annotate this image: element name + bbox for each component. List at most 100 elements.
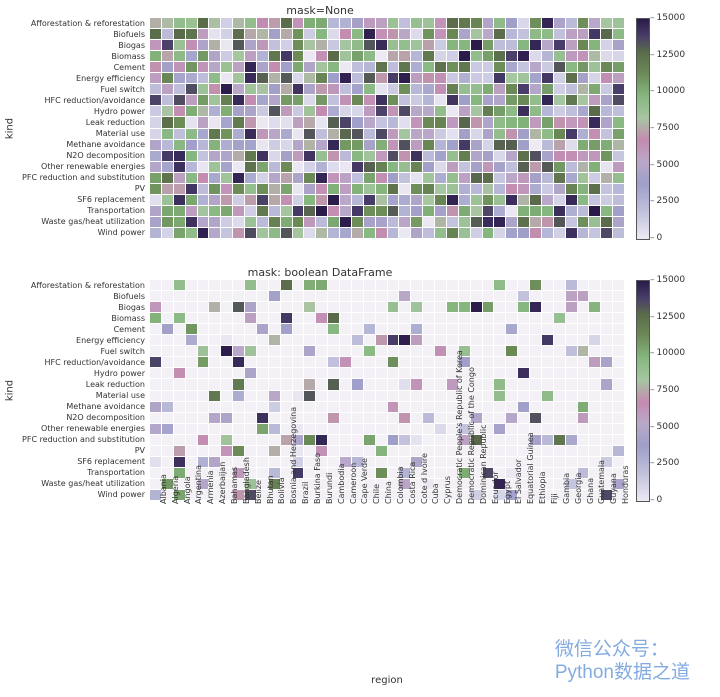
- heatmap-cell: [150, 280, 161, 290]
- heatmap-cell: [506, 18, 517, 28]
- heatmap-cell: [316, 313, 327, 323]
- heatmap-cell: [150, 195, 161, 205]
- heatmap-cell: [494, 51, 505, 61]
- heatmap-cell: [459, 106, 470, 116]
- heatmap-cell: [542, 324, 553, 334]
- x-tick-label: Georgia: [574, 473, 583, 504]
- heatmap-cell: [483, 106, 494, 116]
- heatmap-cell: [542, 117, 553, 127]
- heatmap-cell: [328, 413, 339, 423]
- heatmap-cell: [411, 151, 422, 161]
- heatmap-cell: [162, 228, 173, 238]
- heatmap-cell: [198, 324, 209, 334]
- heatmap-cell: [589, 302, 600, 312]
- heatmap-cell: [162, 184, 173, 194]
- heatmap-cell: [518, 368, 529, 378]
- heatmap-cell: [186, 151, 197, 161]
- heatmap-cell: [316, 129, 327, 139]
- y-tick-label: Fuel switch: [0, 84, 148, 95]
- heatmap-cell: [269, 457, 280, 467]
- x-tick-label: Egypt: [503, 481, 512, 504]
- heatmap-cell: [174, 424, 185, 434]
- heatmap-cell: [601, 228, 612, 238]
- heatmap-cell: [447, 302, 458, 312]
- heatmap-cell: [221, 29, 232, 39]
- heatmap-cell: [364, 435, 375, 445]
- heatmap-cell: [162, 29, 173, 39]
- heatmap-cell: [198, 173, 209, 183]
- heatmap-cell: [269, 424, 280, 434]
- heatmap-cell: [221, 173, 232, 183]
- heatmap-cell: [245, 228, 256, 238]
- heatmap-cell: [447, 313, 458, 323]
- heatmap-cell: [340, 446, 351, 456]
- y-tick-label: PV: [0, 183, 148, 194]
- heatmap-cell: [328, 62, 339, 72]
- heatmap-cell: [423, 95, 434, 105]
- heatmap-cell: [459, 291, 470, 301]
- heatmap-cell: [304, 51, 315, 61]
- heatmap-cell: [364, 162, 375, 172]
- heatmap-cell: [411, 206, 422, 216]
- heatmap-cell: [613, 368, 624, 378]
- heatmap-cell: [198, 280, 209, 290]
- heatmap-cell: [423, 162, 434, 172]
- heatmap-cell: [613, 140, 624, 150]
- heatmap-cell: [376, 468, 387, 478]
- heatmap-cell: [388, 217, 399, 227]
- heatmap-cell: [613, 424, 624, 434]
- heatmap-cell: [435, 40, 446, 50]
- heatmap-cell: [566, 402, 577, 412]
- heatmap-cell: [174, 95, 185, 105]
- heatmap-cell: [376, 291, 387, 301]
- heatmap-cell: [518, 280, 529, 290]
- heatmap-cell: [411, 368, 422, 378]
- heatmap-cell: [494, 195, 505, 205]
- heatmap-cell: [411, 313, 422, 323]
- heatmap-cell: [198, 73, 209, 83]
- heatmap-cell: [293, 280, 304, 290]
- heatmap-cell: [150, 324, 161, 334]
- heatmap-cell: [352, 195, 363, 205]
- heatmap-cell: [578, 280, 589, 290]
- heatmap-cell: [494, 40, 505, 50]
- heatmap-cell: [293, 357, 304, 367]
- heatmap-cell: [293, 117, 304, 127]
- heatmap-cell: [245, 324, 256, 334]
- heatmap-cell: [518, 402, 529, 412]
- heatmap-cell: [483, 324, 494, 334]
- heatmap-cell: [613, 313, 624, 323]
- heatmap-cell: [471, 84, 482, 94]
- heatmap-cell: [304, 62, 315, 72]
- heatmap-cell: [518, 62, 529, 72]
- heatmap-cell: [554, 313, 565, 323]
- heatmap-cell: [174, 29, 185, 39]
- heatmap-cell: [435, 435, 446, 445]
- heatmap-cell: [340, 291, 351, 301]
- x-tick-label: Bolivia: [277, 477, 286, 504]
- watermark-line2: Python数据之道: [555, 662, 690, 685]
- heatmap-cell: [411, 391, 422, 401]
- heatmap-cell: [554, 357, 565, 367]
- heatmap-cell: [518, 18, 529, 28]
- heatmap-cell: [209, 424, 220, 434]
- heatmap-cell: [530, 40, 541, 50]
- heatmap-cell: [269, 117, 280, 127]
- y-tick-label: N2O decomposition: [0, 412, 148, 423]
- heatmap-cell: [589, 206, 600, 216]
- heatmap-cell: [494, 291, 505, 301]
- heatmap-cell: [483, 84, 494, 94]
- heatmap-cell: [162, 446, 173, 456]
- heatmap-cell: [459, 184, 470, 194]
- heatmap-cell: [352, 40, 363, 50]
- heatmap-cell: [340, 51, 351, 61]
- heatmap-cell: [186, 129, 197, 139]
- heatmap-cell: [328, 302, 339, 312]
- heatmap-cell: [601, 29, 612, 39]
- x-tick-label: Bahamas: [230, 467, 239, 504]
- heatmap-cell: [257, 206, 268, 216]
- heatmap-cell: [198, 413, 209, 423]
- heatmap-cell: [601, 435, 612, 445]
- heatmap-cell: [364, 413, 375, 423]
- heatmap-cell: [411, 379, 422, 389]
